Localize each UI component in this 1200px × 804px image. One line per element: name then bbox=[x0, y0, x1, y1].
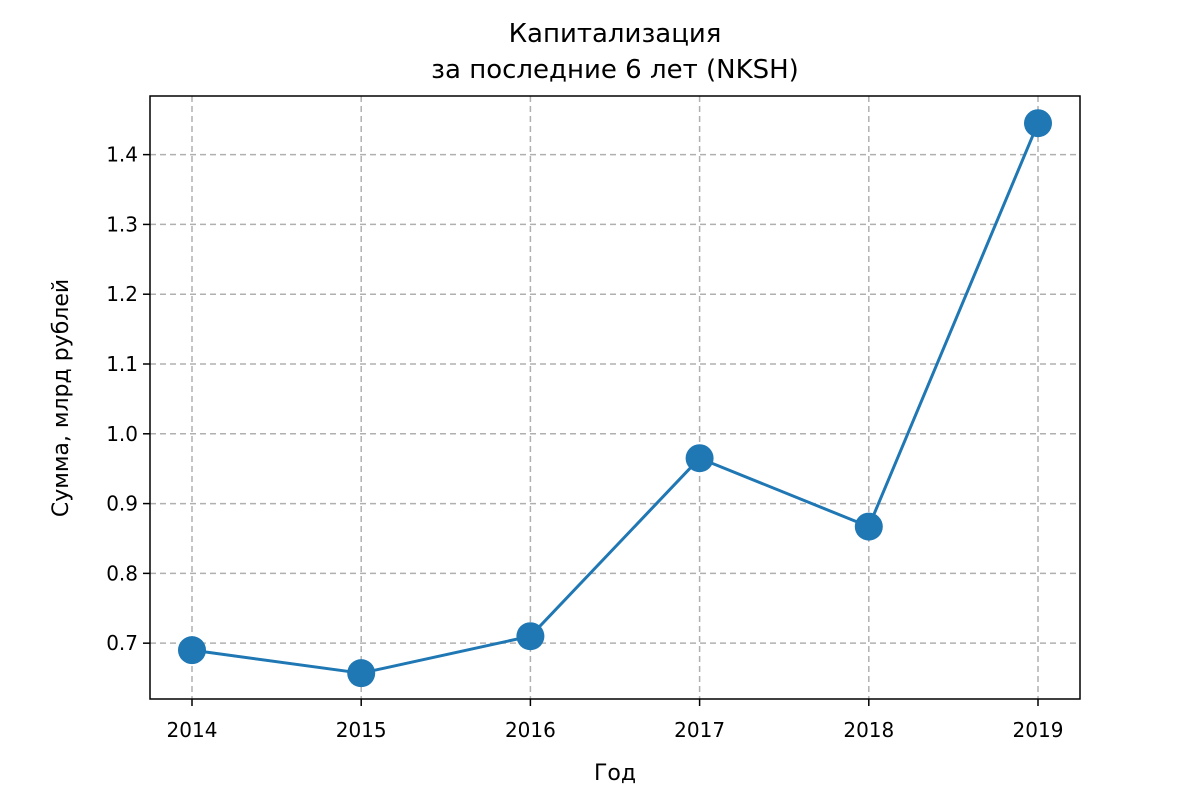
chart-title-line-1: Капитализация bbox=[509, 19, 722, 49]
x-tick-label: 2014 bbox=[167, 718, 218, 742]
y-tick-label: 0.8 bbox=[106, 561, 138, 585]
y-tick-label: 1.1 bbox=[106, 352, 138, 376]
x-tick-label: 2015 bbox=[336, 718, 387, 742]
data-point bbox=[516, 622, 544, 650]
chart-title-line-2: за последние 6 лет (NKSH) bbox=[431, 55, 799, 85]
data-point bbox=[178, 636, 206, 664]
data-point bbox=[347, 659, 375, 687]
data-point bbox=[686, 444, 714, 472]
y-tick-label: 1.2 bbox=[106, 282, 138, 306]
data-point bbox=[1024, 109, 1052, 137]
y-tick-label: 0.9 bbox=[106, 492, 138, 516]
x-tick-label: 2017 bbox=[674, 718, 725, 742]
y-tick-label: 0.7 bbox=[106, 631, 138, 655]
x-axis-label: Год bbox=[594, 761, 636, 786]
y-tick-label: 1.0 bbox=[106, 422, 138, 446]
x-tick-label: 2016 bbox=[505, 718, 556, 742]
y-axis-label: Сумма, млрд рублей bbox=[49, 279, 74, 517]
y-tick-label: 1.3 bbox=[106, 212, 138, 236]
data-point bbox=[855, 513, 883, 541]
x-tick-label: 2019 bbox=[1013, 718, 1064, 742]
y-tick-label: 1.4 bbox=[106, 143, 138, 167]
x-tick-label: 2018 bbox=[843, 718, 894, 742]
